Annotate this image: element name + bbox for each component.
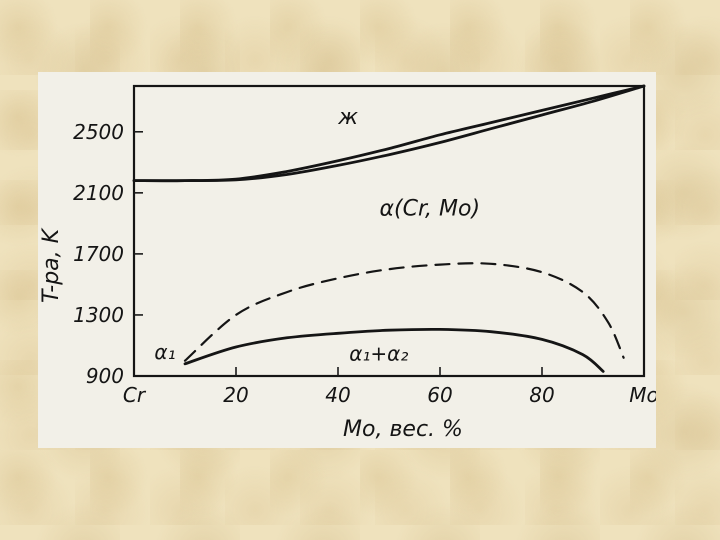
phase-diagram-chart: Cr 20 40 60 80 Mo 900 1300 1700 2100 2500 ж α(Cr, Mo… — [39, 84, 656, 442]
alpha-region-label: α(Cr, Mo) — [380, 197, 480, 222]
plot-frame — [132, 84, 646, 378]
y-tick-label: 2100 — [73, 181, 124, 205]
y-tick-label: 2500 — [73, 120, 124, 144]
alpha1-label: α₁ — [154, 340, 175, 364]
x-tick-label: Mo — [629, 383, 656, 407]
x-tick-label: 80 — [529, 383, 554, 407]
y-tick-label: 900 — [86, 364, 124, 388]
y-axis-title: T-ра, K — [39, 227, 64, 303]
x-tick-label: 60 — [427, 383, 452, 407]
miscibility-gap-curve — [183, 327, 605, 373]
liquidus-curve — [132, 84, 646, 183]
spinodal-curve — [183, 262, 625, 362]
chart-figure: Cr 20 40 60 80 Mo 900 1300 1700 2100 2500 ж α(Cr, Mo… — [38, 72, 656, 448]
x-axis-title: Mo, вес. % — [343, 417, 463, 442]
x-tick-label: 40 — [325, 383, 350, 407]
y-tick-label: 1700 — [73, 242, 124, 266]
y-tick-label: 1300 — [73, 303, 124, 327]
solidus-curve — [132, 84, 646, 183]
two-phase-region-label: α₁+α₂ — [349, 342, 408, 366]
x-tick-label: 20 — [223, 383, 248, 407]
liquid-region-label: ж — [337, 105, 358, 130]
x-tick-label: Cr — [123, 383, 147, 407]
